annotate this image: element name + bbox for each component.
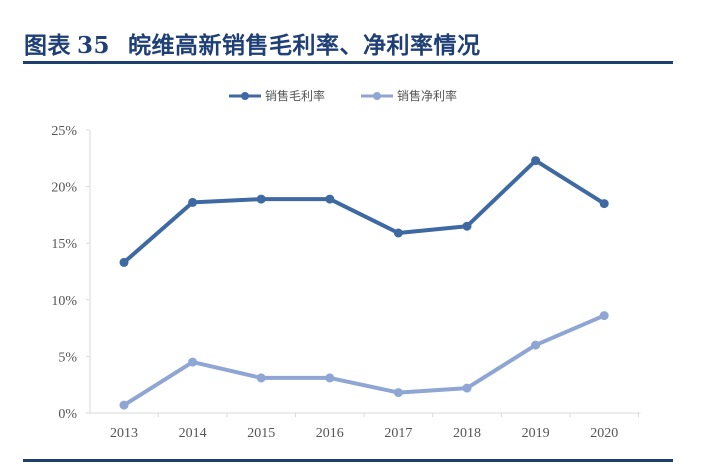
data-point [188,357,198,367]
data-point [393,228,403,238]
x-tick-label: 2018 [453,426,481,441]
y-tick-label: 25% [51,124,77,139]
figure-number: 35 [77,32,111,59]
chart-title: 图表 35 皖维高新销售毛利率、净利率情况 [24,26,481,60]
x-tick-label: 2014 [179,426,207,441]
data-point [256,194,266,204]
series-lines [119,156,609,410]
series-line-1 [122,313,605,407]
data-point [325,373,335,383]
data-point [599,311,609,321]
data-point [462,383,472,393]
legend: 销售毛利率 销售净利率 [229,88,457,103]
data-point [119,257,129,267]
legend-marker-icon [373,92,381,100]
y-tick-label: 10% [51,294,77,309]
x-tick-label: 2019 [522,426,550,441]
series-line-0 [122,158,606,264]
legend-label: 销售毛利率 [265,88,325,103]
x-tick-label: 2017 [384,426,412,441]
x-tick-label: 2016 [316,426,344,441]
data-point [531,156,541,166]
figure-title: 皖维高新销售毛利率、净利率情况 [128,32,481,59]
data-point [393,388,403,398]
data-point [256,373,266,383]
bottom-rule [23,459,673,462]
axes: 0% 5% 10% 15% 20% 25% 2013 2014 2015 2016 2017 2018… [51,124,641,441]
y-tick-label: 20% [51,181,77,196]
data-point [531,340,541,350]
x-tick-label: 2020 [590,426,618,441]
x-tick-label: 2015 [247,426,275,441]
y-tick-label: 0% [58,407,77,422]
y-tick-label: 15% [51,237,77,252]
y-tick-label: 5% [58,350,77,365]
data-point [188,197,198,207]
data-point [462,221,472,231]
x-tick-label: 2013 [110,426,138,441]
legend-label: 销售净利率 [397,88,457,103]
data-point [599,199,609,209]
figure-label: 图表 [24,32,71,59]
data-point [119,400,129,410]
data-point [325,194,335,204]
title-underline [23,61,673,64]
legend-marker-icon [241,92,249,100]
